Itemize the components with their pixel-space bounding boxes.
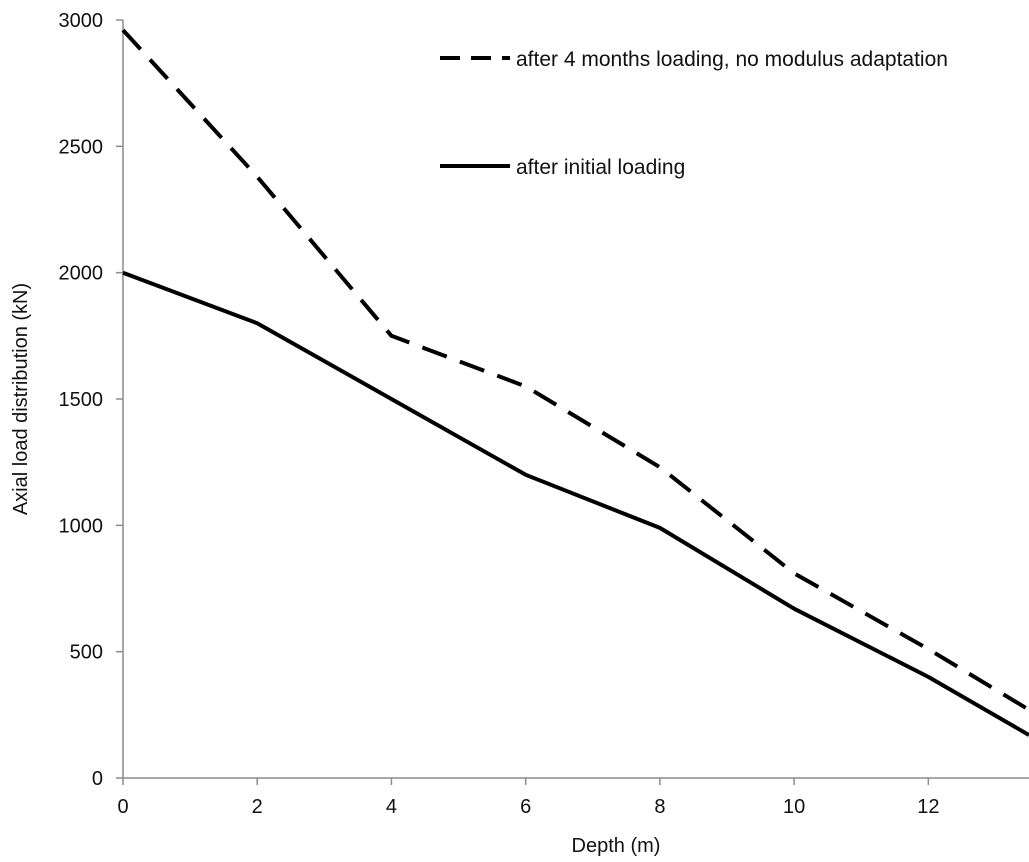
x-tick-label: 6 bbox=[520, 796, 531, 818]
y-tick-label: 1000 bbox=[59, 515, 104, 537]
series-layer bbox=[121, 28, 1029, 737]
y-axis-title: Axial load distribution (kN) bbox=[10, 283, 32, 515]
x-ticks: 0 2 4 6 8 10 12 bbox=[117, 778, 939, 818]
x-tick-label: 10 bbox=[783, 796, 805, 818]
x-axis-title: Depth (m) bbox=[572, 835, 661, 857]
y-tick-label: 2500 bbox=[59, 136, 104, 158]
x-tick-label: 2 bbox=[252, 796, 263, 818]
y-tick-label: 1500 bbox=[59, 389, 104, 411]
legend: after 4 months loading, no modulus adapt… bbox=[440, 48, 948, 179]
y-tick-label: 2000 bbox=[59, 263, 104, 285]
y-tick-label: 500 bbox=[70, 642, 103, 664]
legend-label-1: after 4 months loading, no modulus adapt… bbox=[516, 48, 948, 71]
y-ticks: 0 500 1000 1500 2000 2500 3000 bbox=[59, 10, 123, 790]
axes: 0 500 1000 1500 2000 2500 3000 0 2 4 6 8 10 12 bbox=[59, 10, 1029, 818]
legend-label-2: after initial loading bbox=[516, 156, 685, 179]
x-tick-label: 12 bbox=[917, 796, 939, 818]
y-tick-label: 0 bbox=[92, 768, 103, 790]
series-line-2 bbox=[122, 270, 1029, 737]
x-tick-label: 8 bbox=[654, 796, 665, 818]
x-tick-label: 4 bbox=[386, 796, 397, 818]
series-line-1 bbox=[121, 28, 1029, 712]
x-tick-label: 0 bbox=[117, 796, 128, 818]
y-tick-label: 3000 bbox=[59, 10, 104, 32]
